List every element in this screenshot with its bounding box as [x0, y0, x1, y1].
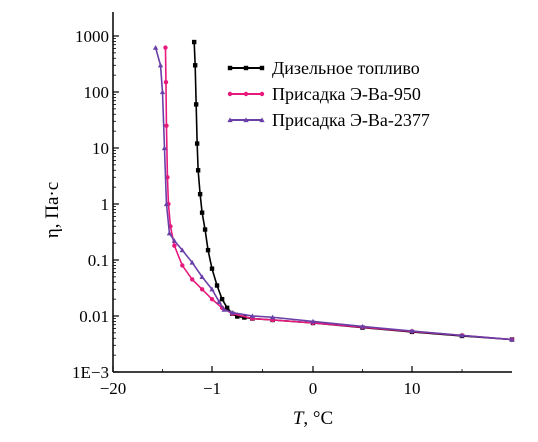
series-group [152, 39, 515, 342]
legend-label: Присадка Э-Ва-950 [272, 84, 421, 104]
data-point [152, 44, 159, 50]
data-point [227, 91, 233, 97]
data-point [509, 336, 515, 342]
data-point [191, 39, 197, 45]
data-point [197, 191, 203, 197]
data-point [310, 318, 316, 324]
y-tick-label: 0.1 [88, 251, 109, 270]
data-point [229, 309, 235, 315]
data-point [209, 286, 215, 292]
y-tick-label: 100 [84, 83, 110, 102]
x-tick-label: 10 [404, 379, 421, 398]
data-point [242, 315, 247, 320]
y-axis-label: η, Па·с [42, 182, 63, 238]
data-point [227, 117, 233, 123]
data-point [269, 314, 276, 320]
legend-item: Присадка Э-Ва-2377 [227, 110, 430, 130]
x-tick-label: −1 [203, 379, 221, 398]
legend-item: Присадка Э-Ва-950 [227, 84, 421, 104]
data-point [221, 306, 227, 312]
data-point [224, 305, 230, 311]
data-point [163, 201, 170, 207]
data-point [202, 227, 208, 232]
data-point [199, 287, 205, 292]
series-3 [152, 44, 515, 342]
data-point [163, 79, 169, 85]
legend-label: Присадка Э-Ва-2377 [272, 110, 430, 130]
data-point [189, 259, 195, 265]
y-tick-label: 1E−3 [72, 363, 109, 382]
data-point [171, 238, 178, 243]
data-point [359, 323, 366, 329]
data-point [161, 145, 168, 151]
data-point [194, 141, 200, 146]
y-tick-label: 0.01 [79, 307, 109, 326]
data-point [159, 89, 166, 95]
data-point [209, 296, 215, 302]
data-point [249, 313, 256, 319]
data-point [192, 63, 198, 68]
data-point [259, 117, 265, 123]
legend: Дизельное топливо Присадка Э-Ва-950 Присад… [227, 58, 430, 130]
data-point [259, 91, 265, 97]
y-axis-ticks: 1000 100 10 1 0.1 0.01 1E−3 [72, 27, 119, 382]
data-point [243, 91, 249, 97]
data-point [163, 45, 168, 50]
data-point [214, 283, 220, 288]
data-point [459, 332, 465, 338]
data-point [190, 277, 195, 282]
x-axis-variable: T [293, 408, 305, 429]
data-point [243, 117, 249, 123]
data-point [199, 210, 205, 215]
data-point [180, 263, 185, 268]
series-line [164, 47, 513, 341]
legend-item: Дизельное топливо [227, 58, 420, 78]
data-point [409, 328, 415, 334]
data-point [157, 62, 164, 68]
y-tick-label: 1000 [75, 27, 109, 46]
data-point [199, 274, 205, 279]
data-point [259, 65, 265, 71]
x-axis-label: T, °C [293, 408, 333, 429]
data-point [166, 230, 173, 236]
x-axis-ticks: −20 −1 0 10 [100, 366, 463, 398]
data-point [219, 296, 225, 302]
legend-label: Дизельное топливо [272, 58, 420, 78]
data-point [179, 247, 185, 253]
data-point [235, 314, 240, 319]
y-tick-label: 1 [101, 195, 110, 214]
data-point [193, 102, 199, 107]
data-point [205, 247, 211, 253]
data-point [243, 65, 249, 71]
y-tick-label: 10 [92, 139, 109, 158]
x-tick-label: −20 [100, 379, 127, 398]
data-point [227, 65, 233, 71]
data-point [164, 123, 169, 128]
data-point [209, 266, 215, 271]
x-tick-label: 0 [309, 379, 318, 398]
data-point [195, 168, 201, 173]
data-point [216, 299, 222, 304]
x-axis-unit: , °C [303, 408, 333, 429]
data-point [172, 243, 177, 248]
